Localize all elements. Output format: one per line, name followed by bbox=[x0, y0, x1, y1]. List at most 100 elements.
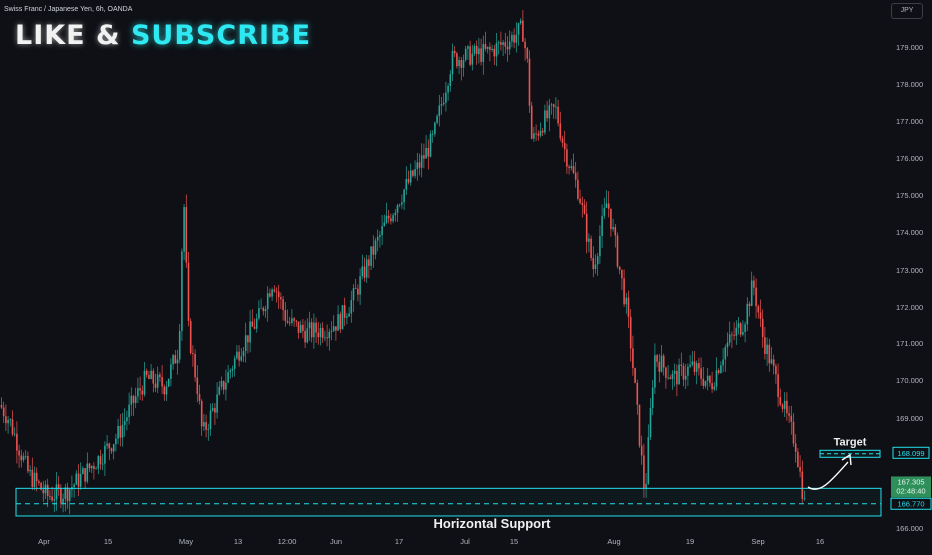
bear-candle bbox=[321, 327, 324, 338]
bull-candle bbox=[495, 43, 498, 57]
bull-candle bbox=[687, 366, 689, 376]
bull-candle bbox=[104, 445, 106, 464]
x-tick-label: Jun bbox=[330, 537, 342, 546]
bull-candle bbox=[352, 288, 355, 301]
bull-candle bbox=[684, 375, 687, 380]
bull-candle bbox=[695, 363, 698, 372]
bull-candle bbox=[654, 355, 656, 388]
y-tick-label: 172.000 bbox=[896, 303, 923, 312]
bear-candle bbox=[739, 323, 742, 335]
bear-candle bbox=[326, 337, 328, 339]
y-tick-label: 175.000 bbox=[896, 191, 923, 200]
bear-candle bbox=[194, 353, 196, 378]
bull-candle bbox=[405, 179, 408, 190]
bear-candle bbox=[680, 364, 683, 366]
bear-candle bbox=[792, 421, 795, 444]
bear-candle bbox=[11, 419, 14, 435]
bull-candle bbox=[737, 323, 740, 328]
bull-candle bbox=[442, 102, 445, 105]
bull-candle bbox=[233, 358, 236, 369]
bear-candle bbox=[49, 495, 51, 497]
bull-candle bbox=[704, 380, 707, 386]
y-tick-label: 174.000 bbox=[896, 228, 923, 237]
bear-candle bbox=[524, 41, 526, 49]
bull-candle bbox=[803, 498, 806, 500]
bull-candle bbox=[517, 23, 520, 35]
bear-candle bbox=[372, 246, 375, 255]
bull-candle bbox=[370, 246, 372, 266]
bull-candle bbox=[416, 162, 419, 170]
bear-candle bbox=[530, 105, 533, 139]
bull-candle bbox=[313, 322, 315, 338]
y-tick-label: 169.000 bbox=[896, 414, 923, 423]
bull-candle bbox=[440, 104, 443, 106]
bull-candle bbox=[660, 355, 663, 372]
bull-candle bbox=[374, 240, 377, 255]
bear-candle bbox=[623, 278, 625, 305]
bear-candle bbox=[460, 60, 463, 68]
bear-candle bbox=[161, 377, 163, 387]
bull-candle bbox=[385, 215, 388, 223]
bear-candle bbox=[669, 377, 672, 380]
bull-candle bbox=[722, 359, 724, 366]
x-tick-label: 12:00 bbox=[278, 537, 297, 546]
bear-candle bbox=[777, 374, 779, 398]
bull-candle bbox=[240, 356, 243, 361]
bear-candle bbox=[456, 53, 458, 67]
bear-candle bbox=[18, 450, 20, 456]
bull-candle bbox=[167, 378, 170, 387]
x-tick-label: Jul bbox=[460, 537, 470, 546]
bear-candle bbox=[607, 203, 610, 209]
bull-candle bbox=[414, 169, 416, 176]
bear-candle bbox=[658, 361, 661, 372]
bull-candle bbox=[299, 324, 302, 333]
bear-candle bbox=[363, 266, 366, 278]
bull-candle bbox=[403, 189, 405, 203]
bear-candle bbox=[77, 473, 80, 487]
bull-candle bbox=[337, 314, 339, 331]
bear-candle bbox=[42, 489, 45, 494]
bear-candle bbox=[119, 425, 122, 438]
y-tick-label: 178.000 bbox=[896, 80, 923, 89]
bear-candle bbox=[616, 235, 619, 267]
bear-candle bbox=[387, 215, 390, 219]
bear-candle bbox=[563, 142, 566, 150]
bear-candle bbox=[93, 466, 95, 470]
bear-candle bbox=[590, 238, 592, 258]
bear-candle bbox=[656, 355, 658, 362]
bear-candle bbox=[288, 322, 291, 324]
bear-candle bbox=[528, 58, 531, 106]
bear-candle bbox=[57, 484, 60, 489]
bull-candle bbox=[75, 473, 78, 485]
bull-candle bbox=[220, 381, 223, 387]
support-price-tag bbox=[890, 497, 932, 510]
bull-candle bbox=[324, 337, 326, 339]
bull-candle bbox=[671, 373, 674, 380]
bull-candle bbox=[673, 370, 676, 374]
target-price-text: 168.099 bbox=[897, 449, 924, 458]
bear-candle bbox=[427, 147, 430, 157]
bear-candle bbox=[552, 104, 555, 108]
x-tick-label: 17 bbox=[395, 537, 403, 546]
bull-candle bbox=[691, 361, 694, 365]
bear-candle bbox=[794, 443, 797, 452]
bear-candle bbox=[453, 50, 456, 54]
bull-candle bbox=[264, 309, 267, 312]
bull-candle bbox=[647, 437, 650, 484]
bull-candle bbox=[90, 466, 93, 469]
bull-candle bbox=[744, 324, 746, 332]
bear-candle bbox=[761, 318, 764, 338]
bull-candle bbox=[13, 433, 16, 435]
bull-candle bbox=[497, 42, 500, 44]
bull-candle bbox=[544, 110, 546, 133]
bear-candle bbox=[748, 303, 751, 307]
bear-candle bbox=[214, 408, 216, 413]
bear-candle bbox=[110, 448, 113, 452]
bear-candle bbox=[282, 299, 284, 311]
currency-button[interactable]: JPY bbox=[891, 3, 923, 19]
bear-candle bbox=[500, 42, 502, 45]
bear-candle bbox=[310, 322, 313, 338]
bull-candle bbox=[603, 207, 606, 216]
